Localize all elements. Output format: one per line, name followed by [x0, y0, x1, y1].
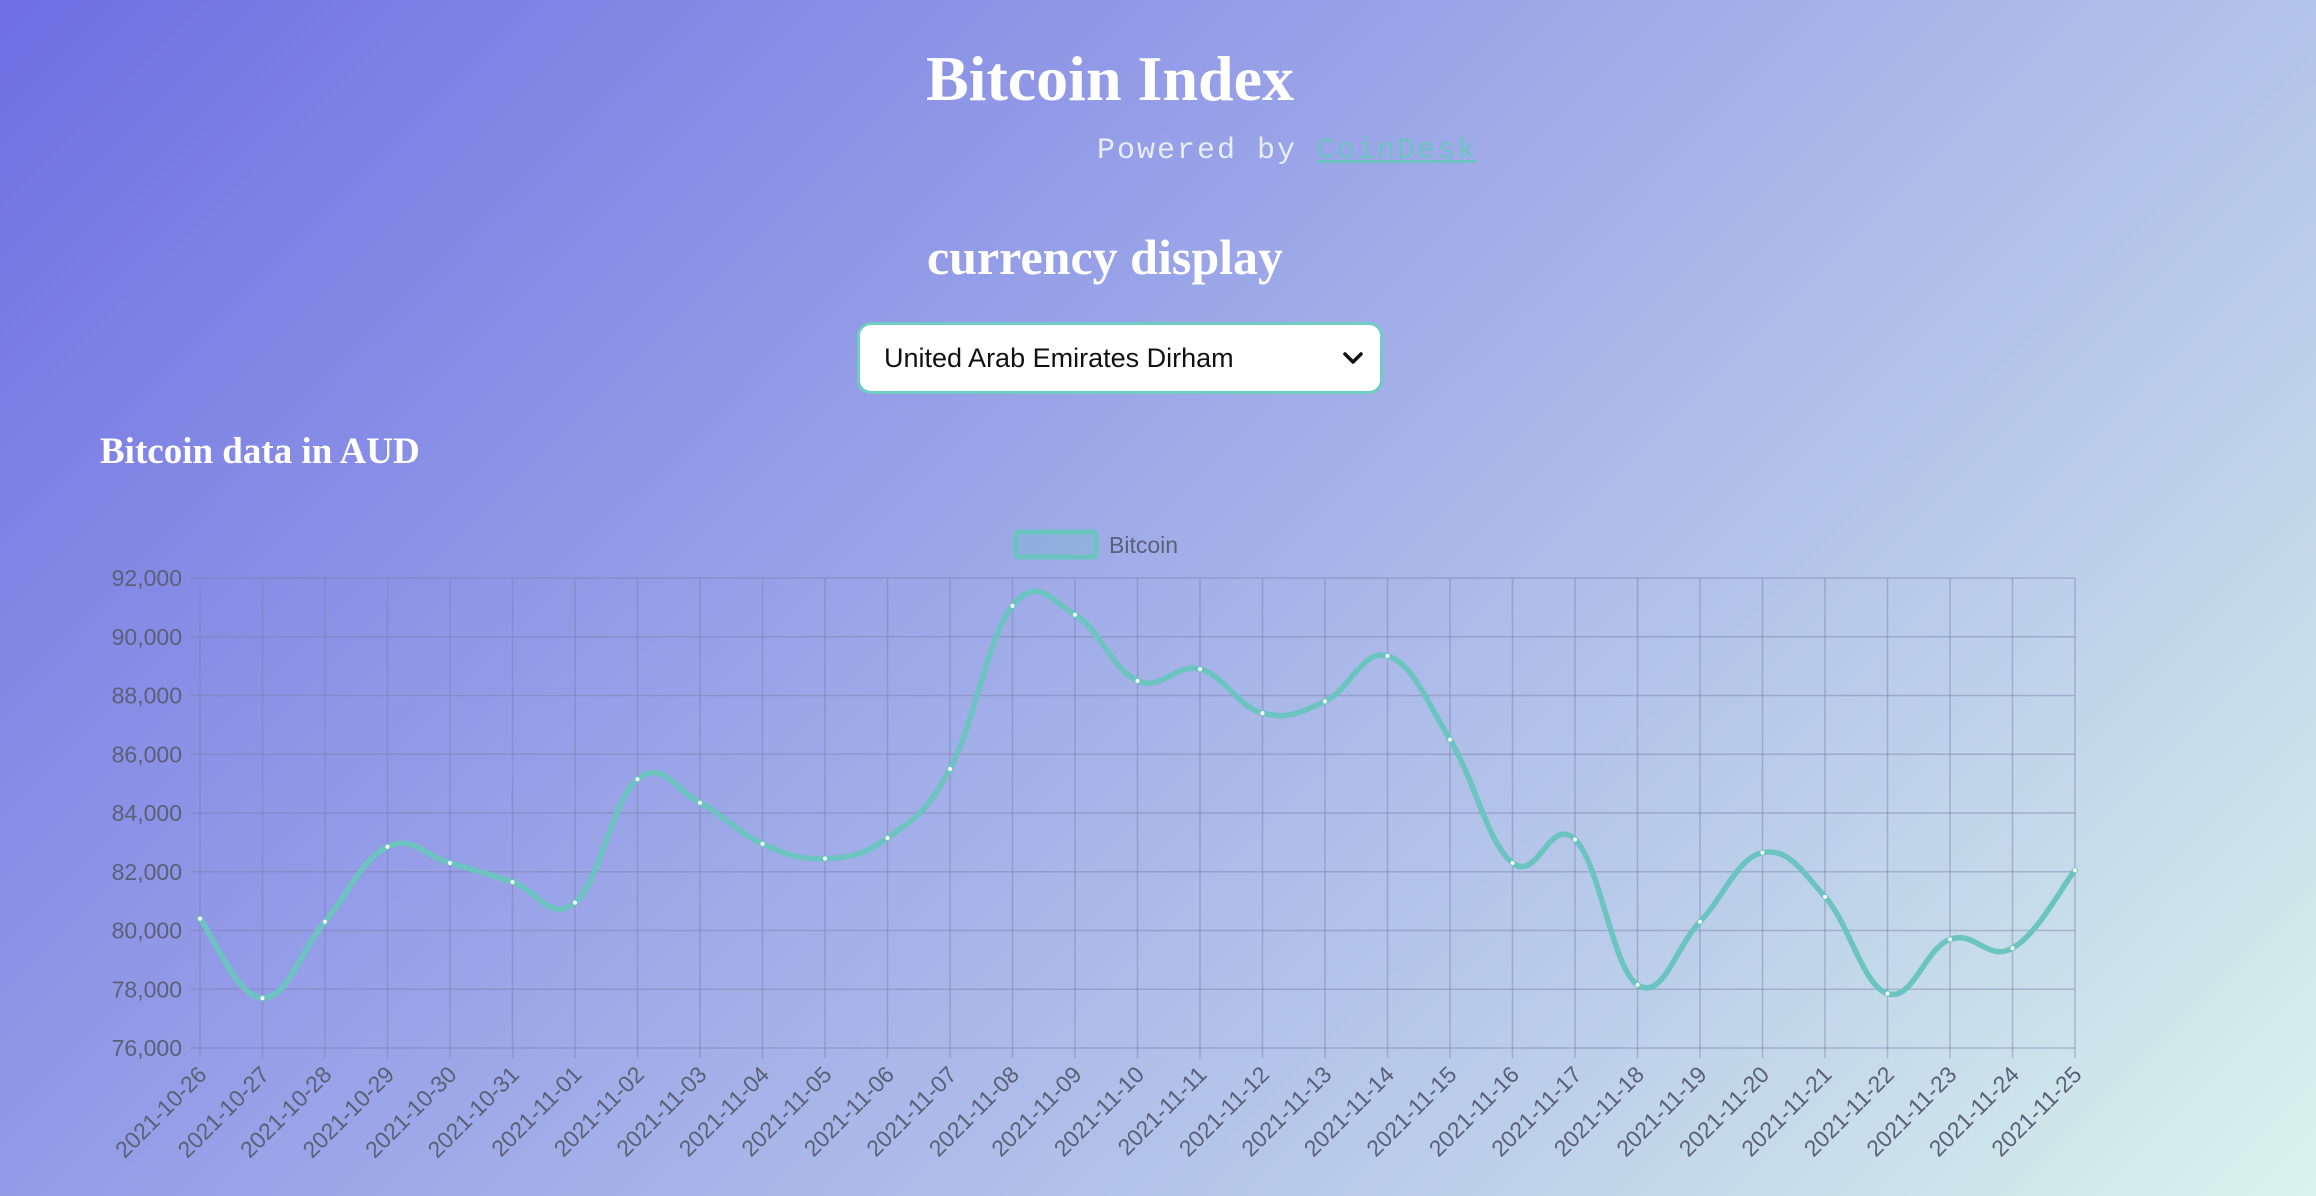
data-point [884, 834, 891, 841]
powered-by: Powered by CoinDesk [1097, 134, 1477, 168]
data-point [1884, 990, 1891, 997]
y-tick-label: 78,000 [112, 976, 182, 1002]
data-point [947, 765, 953, 772]
y-tick-label: 90,000 [112, 624, 182, 650]
page-title: Bitcoin Index [925, 43, 1295, 114]
data-point [384, 843, 391, 850]
chevron-down-icon [1343, 352, 1363, 364]
y-tick-label: 82,000 [112, 859, 182, 885]
data-point [1822, 893, 1828, 900]
y-tick-label: 92,000 [112, 565, 182, 591]
currency-heading: currency display [926, 229, 1284, 285]
data-point [697, 799, 703, 806]
data-point [759, 840, 766, 847]
data-point [1134, 677, 1141, 684]
data-point [1259, 710, 1266, 717]
data-point [322, 918, 328, 925]
y-tick-label: 84,000 [112, 800, 182, 826]
y-tick-label: 80,000 [112, 918, 182, 944]
data-point [634, 776, 641, 783]
data-point [259, 995, 266, 1002]
legend-swatch [1013, 529, 1099, 560]
currency-select[interactable]: United Arab Emirates Dirham [857, 322, 1383, 394]
chart-heading: Bitcoin data in AUD [100, 431, 420, 472]
legend-label: Bitcoin [1109, 532, 1178, 558]
data-point [1447, 736, 1453, 743]
data-point [1634, 981, 1641, 988]
data-point [1509, 859, 1516, 866]
y-tick-label: 86,000 [112, 741, 182, 767]
currency-select-value: United Arab Emirates Dirham [884, 342, 1234, 373]
data-point [1322, 698, 1328, 705]
coindesk-link[interactable]: CoinDesk [1317, 134, 1478, 168]
data-point [197, 915, 203, 922]
data-point [1947, 936, 1953, 943]
data-point [2072, 867, 2078, 874]
data-point [509, 879, 516, 886]
data-point [1197, 666, 1203, 673]
data-point [822, 855, 828, 862]
data-point [2009, 945, 2016, 952]
data-point [572, 899, 578, 906]
data-point [447, 859, 453, 866]
data-point [1759, 849, 1766, 856]
data-point [1572, 836, 1578, 843]
y-tick-label: 76,000 [112, 1035, 182, 1061]
data-point [1384, 652, 1391, 659]
data-point [1697, 918, 1703, 925]
data-point [1072, 611, 1078, 618]
y-tick-label: 88,000 [112, 683, 182, 709]
powered-by-label: Powered by [1097, 134, 1298, 168]
data-point [1009, 602, 1016, 609]
